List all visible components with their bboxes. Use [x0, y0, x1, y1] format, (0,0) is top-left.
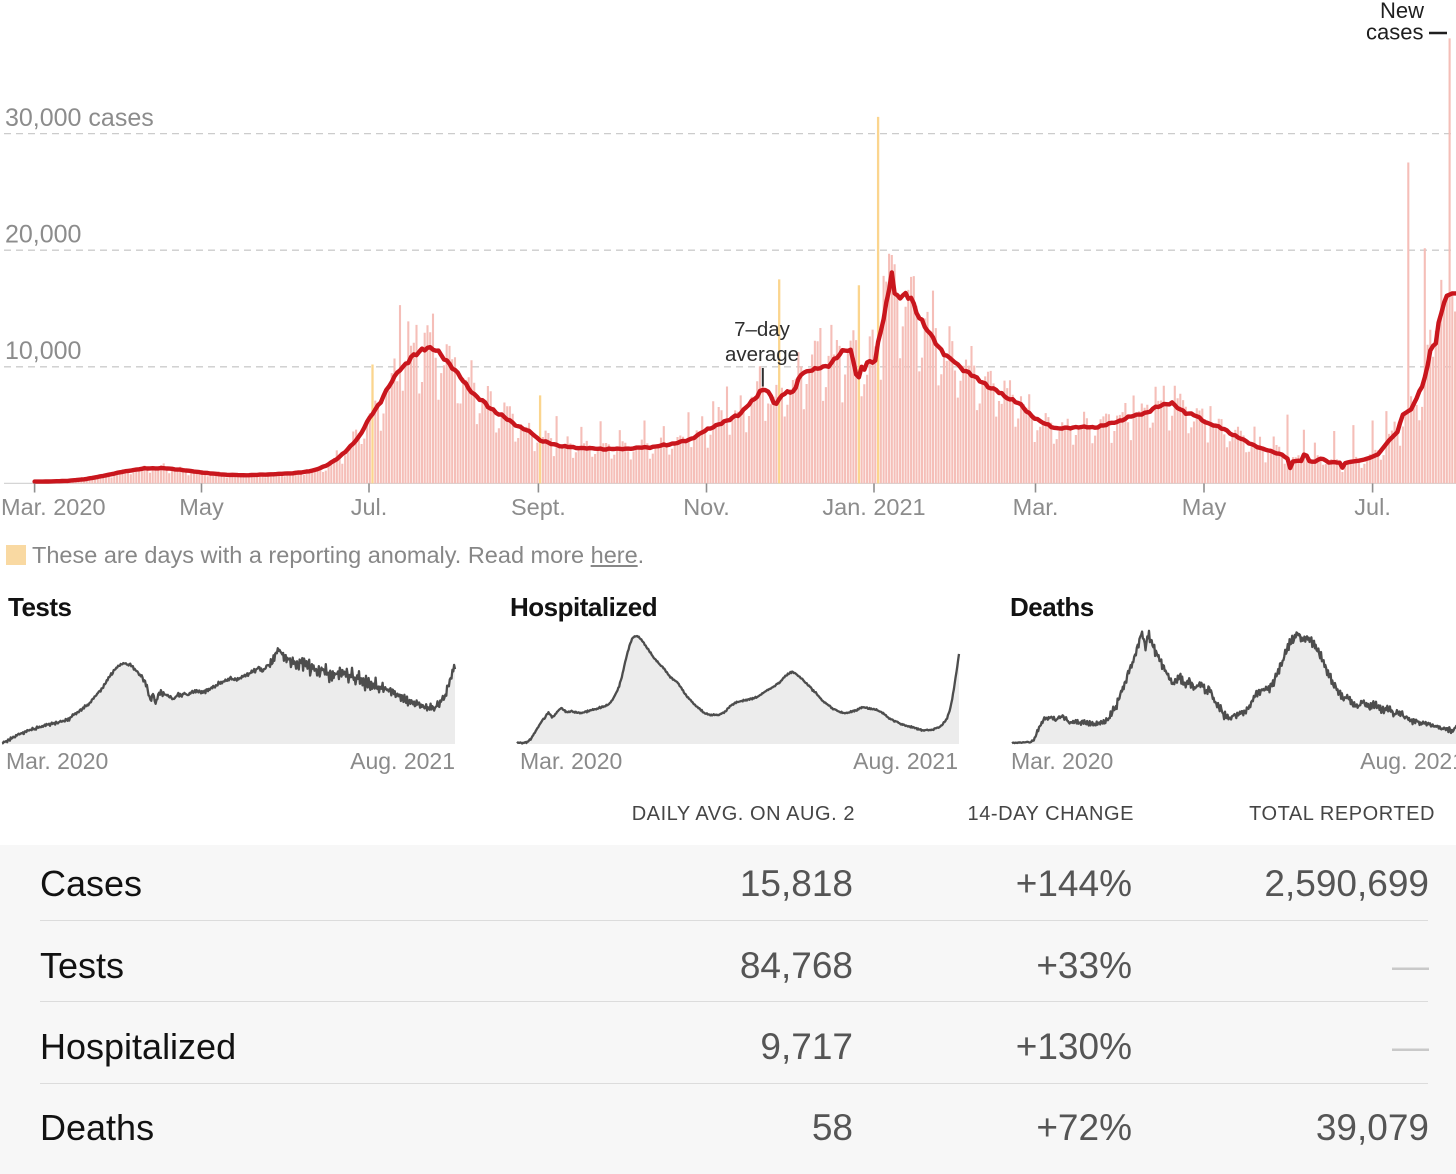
svg-text:Nov.: Nov. [683, 494, 730, 520]
svg-text:New: New [1380, 0, 1424, 23]
svg-text:May: May [179, 494, 224, 520]
svg-text:Mar. 2020: Mar. 2020 [1, 494, 106, 520]
svg-text:Mar. 2020: Mar. 2020 [6, 748, 108, 774]
svg-text:Mar.: Mar. [1013, 494, 1059, 520]
svg-text:Aug. 2021: Aug. 2021 [853, 748, 958, 774]
svg-text:Aug. 2021: Aug. 2021 [1360, 748, 1456, 774]
svg-text:Jul.: Jul. [1354, 494, 1391, 520]
svg-text:May: May [1182, 494, 1227, 520]
svg-text:Aug. 2021: Aug. 2021 [350, 748, 455, 774]
svg-text:Tests: Tests [8, 592, 72, 622]
svg-text:10,000: 10,000 [5, 337, 81, 365]
svg-text:Mar. 2020: Mar. 2020 [520, 748, 622, 774]
svg-text:20,000: 20,000 [5, 221, 81, 249]
svg-text:Jan. 2021: Jan. 2021 [822, 494, 925, 520]
svg-text:Hospitalized: Hospitalized [510, 592, 657, 622]
svg-text:Sept.: Sept. [511, 494, 566, 520]
svg-text:Deaths: Deaths [1010, 592, 1094, 622]
svg-text:Jul.: Jul. [351, 494, 388, 520]
svg-text:30,000 cases: 30,000 cases [5, 104, 154, 132]
svg-text:Mar. 2020: Mar. 2020 [1011, 748, 1113, 774]
svg-text:average: average [725, 343, 799, 366]
svg-text:7–day: 7–day [734, 318, 791, 341]
svg-text:cases: cases [1366, 20, 1423, 45]
